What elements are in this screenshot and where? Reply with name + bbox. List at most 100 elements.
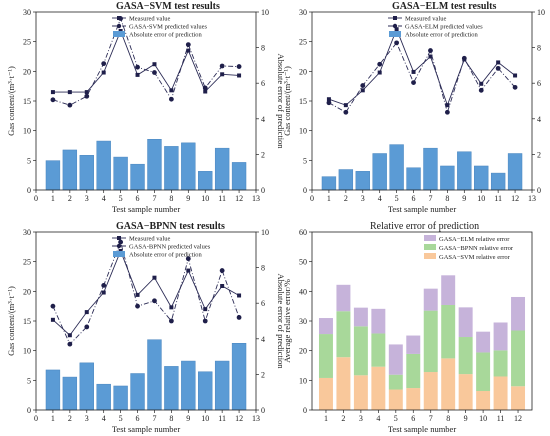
x-tick-label: 11 xyxy=(497,414,505,423)
predicted-point xyxy=(394,40,400,46)
legend-label: GASA−SVM relative error xyxy=(439,254,511,261)
legend-label: GASA-BPNN predicted values xyxy=(129,244,211,251)
error-bar xyxy=(181,360,196,411)
stacked-segment xyxy=(423,288,438,311)
chart-title: Relative error of prediction xyxy=(370,221,479,232)
x-tick-label: 8 xyxy=(169,194,173,203)
y-tick-label: 20 xyxy=(23,67,31,76)
legend-swatch xyxy=(424,244,436,250)
predicted-point xyxy=(168,318,174,324)
error-bar xyxy=(372,153,387,191)
predicted-point xyxy=(50,303,56,309)
y-axis-label: Gas content/(m³·t⁻¹) xyxy=(282,66,292,136)
y2-tick-label: 2 xyxy=(261,370,265,379)
chart-title: GASA−ELM test results xyxy=(392,1,497,12)
stacked-segment xyxy=(406,353,421,389)
y2-tick-label: 10 xyxy=(537,8,545,17)
predicted-point xyxy=(101,61,107,67)
y-tick-label: 10 xyxy=(23,347,31,356)
stacked-segment xyxy=(336,284,351,312)
y2-tick-label: 4 xyxy=(261,335,265,344)
measured-point xyxy=(411,69,416,74)
predicted-point xyxy=(185,256,191,262)
y2-tick-label: 8 xyxy=(537,44,541,53)
error-bar xyxy=(45,369,61,411)
y-tick-label: 25 xyxy=(23,258,31,267)
predicted-point xyxy=(67,102,73,108)
measured-point xyxy=(152,275,157,280)
error-bar xyxy=(147,139,162,191)
y2-tick-label: 6 xyxy=(261,299,265,308)
stacked-segment xyxy=(371,308,386,334)
y2-tick-label: 2 xyxy=(537,150,541,159)
stacked-segment xyxy=(353,375,368,410)
x-tick-label: 4 xyxy=(102,414,106,423)
error-bar xyxy=(113,385,128,411)
measured-point xyxy=(445,103,450,108)
predicted-point xyxy=(512,84,518,90)
legend-label: Absolute error of prediction xyxy=(129,252,202,259)
measured-point xyxy=(50,90,55,95)
y-axis-label: Gas content/(m³·t⁻¹) xyxy=(6,286,16,356)
y-tick-label: 5 xyxy=(303,156,307,165)
x-tick-label: 1 xyxy=(324,414,328,423)
measured-point xyxy=(220,72,225,77)
error-bar xyxy=(231,162,247,191)
stacked-segment xyxy=(493,322,508,351)
x-tick-label: 4 xyxy=(378,194,382,203)
x-tick-label: 10 xyxy=(201,194,209,203)
measured-line xyxy=(52,29,240,93)
y2-tick-label: 0 xyxy=(261,406,265,415)
predicted-point xyxy=(202,318,208,324)
predicted-point xyxy=(168,96,174,102)
measured-point xyxy=(394,27,399,32)
legend-marker-measured xyxy=(117,16,121,20)
predicted-point xyxy=(152,70,157,75)
measured-point xyxy=(118,28,123,33)
y-axis-label: Gas content/(m³·t⁻¹) xyxy=(6,66,16,136)
x-tick-label: 12 xyxy=(235,414,243,423)
y2-tick-label: 10 xyxy=(261,8,269,17)
y-tick-label: 20 xyxy=(299,347,307,356)
measured-point xyxy=(118,248,123,253)
x-tick-label: 1 xyxy=(51,194,55,203)
x-tick-label: 4 xyxy=(376,414,380,423)
x-axis-label: Test sample number xyxy=(388,204,457,214)
measured-point xyxy=(50,317,55,322)
x-tick-label: 3 xyxy=(359,414,363,423)
y-tick-label: 10 xyxy=(299,376,307,385)
measured-point xyxy=(84,90,89,95)
x-axis-label: Test sample number xyxy=(112,424,181,434)
stacked-segment xyxy=(318,334,333,378)
x-tick-label: 8 xyxy=(169,414,173,423)
measured-point xyxy=(479,81,484,86)
y2-tick-label: 4 xyxy=(261,115,265,124)
predicted-point xyxy=(84,324,90,330)
predicted-point xyxy=(185,42,191,48)
error-bar xyxy=(355,171,370,191)
x-tick-label: 12 xyxy=(235,194,243,203)
y-tick-label: 10 xyxy=(299,127,307,136)
x-tick-label: 7 xyxy=(428,194,432,203)
stacked-segment xyxy=(423,310,438,373)
y2-tick-label: 4 xyxy=(537,115,541,124)
error-bar xyxy=(457,151,472,191)
x-tick-label: 13 xyxy=(252,414,260,423)
y-tick-label: 15 xyxy=(299,97,307,106)
error-bar xyxy=(96,140,111,191)
stacked-segment xyxy=(511,386,526,410)
y2-tick-label: 6 xyxy=(537,79,541,88)
error-bar xyxy=(440,165,455,191)
legend: GASA−ELM relative error GASA−BPNN relativ… xyxy=(424,235,514,261)
x-tick-label: 2 xyxy=(344,194,348,203)
error-bar xyxy=(62,149,78,191)
stacked-segment xyxy=(388,344,403,375)
x-tick-label: 7 xyxy=(152,414,156,423)
stacked-segment xyxy=(388,389,403,410)
y-tick-label: 0 xyxy=(303,406,307,415)
stacked-segment xyxy=(336,357,351,410)
y2-tick-label: 10 xyxy=(261,228,269,237)
predicted-point xyxy=(101,283,107,288)
